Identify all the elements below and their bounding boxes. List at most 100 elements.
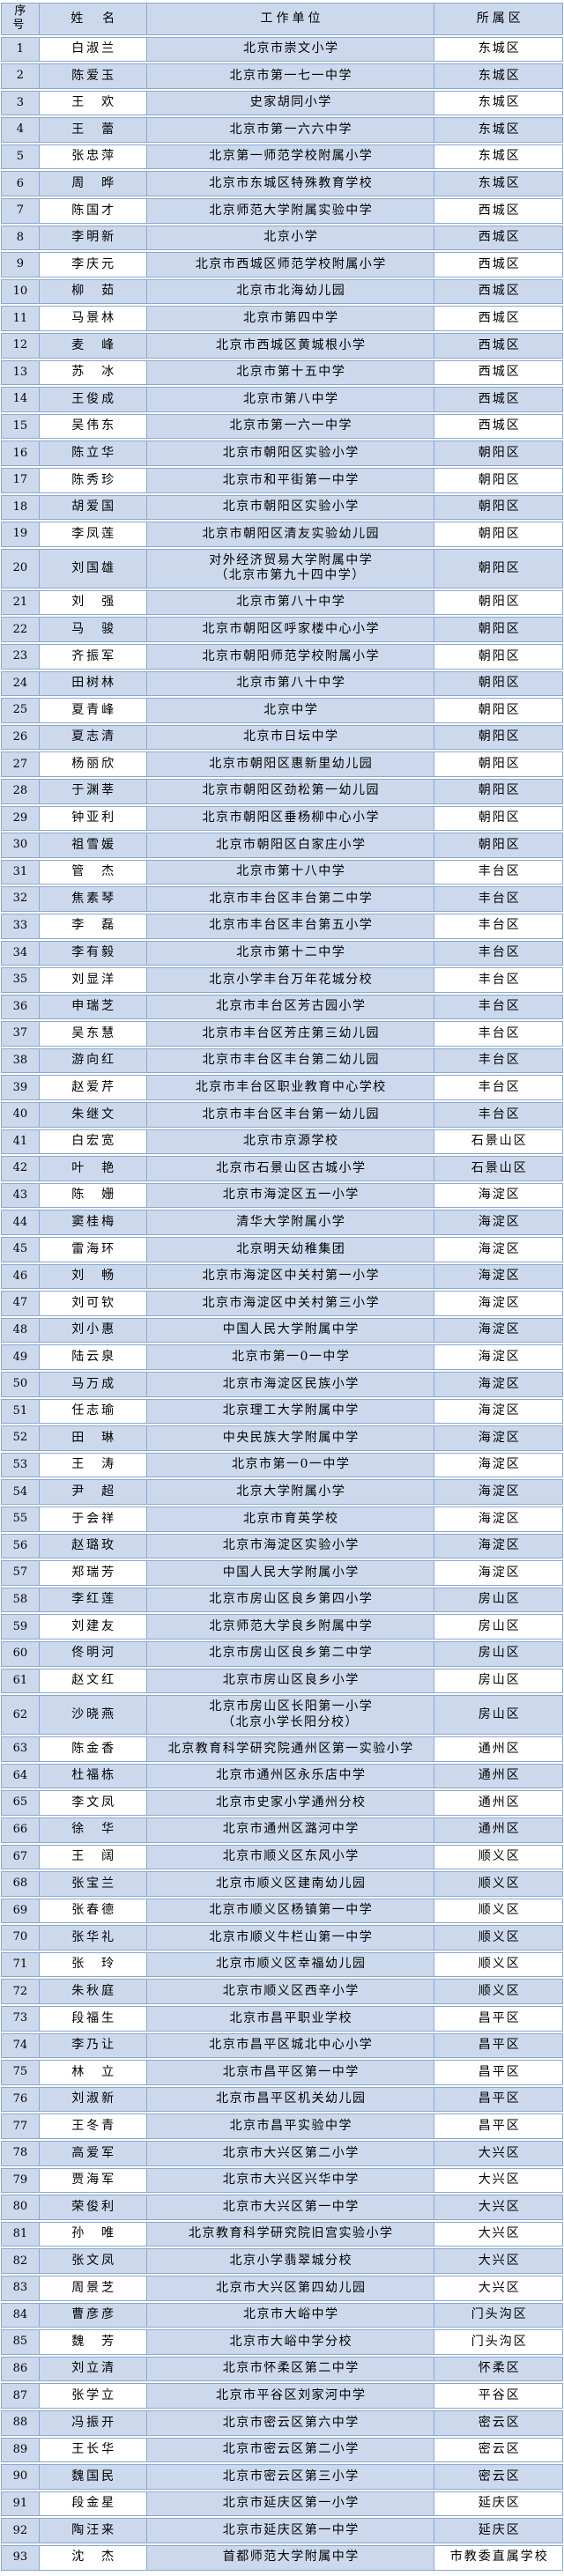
cell-district: 海淀区 (434, 1263, 563, 1290)
cell-index: 75 (1, 2060, 39, 2085)
cell-district: 朝阳区 (434, 643, 563, 670)
cell-name: 钟亚利 (38, 805, 146, 832)
cell-name: 祖雪媛 (38, 833, 146, 858)
table-row: 38 游向红 北京市丰台区丰台第二幼儿园 丰台区 (1, 1047, 563, 1074)
cell-name: 张 玲 (38, 1951, 146, 1978)
cell-district: 朝阳区 (434, 617, 563, 642)
cell-district: 丰台区 (434, 913, 563, 939)
cell-district: 密云区 (434, 2409, 563, 2436)
cell-name: 夏青峰 (38, 698, 146, 723)
cell-name: 李有毅 (38, 940, 146, 966)
cell-unit: 北京市育英学校 (145, 1506, 434, 1532)
table-row: 76 刘淑新 北京市昌平区机关幼儿园 昌平区 (1, 2086, 563, 2113)
cell-unit: 北京市顺义区西辛小学 (145, 1979, 434, 2005)
cell-index: 86 (1, 2356, 39, 2382)
cell-name: 徐 华 (38, 1817, 146, 1843)
cell-name: 申瑞芝 (38, 994, 146, 1020)
table-row: 63 陈金香 北京教育科学研究院通州区第一实验小学 通州区 (1, 1736, 563, 1762)
cell-district: 怀柔区 (434, 2356, 563, 2382)
table-row: 43 陈 姗北京市海淀区五一小学 海淀区 (1, 1182, 563, 1209)
cell-district: 海淀区 (434, 1398, 563, 1425)
cell-name: 赵爱芹 (38, 1075, 146, 1101)
table-row: 19 李凤莲 北京市朝阳区清友实验幼儿园 朝阳区 (1, 522, 563, 547)
cell-name: 尹 超 (38, 1479, 146, 1505)
cell-unit: 北京市第四中学 (145, 306, 434, 332)
cell-index: 53 (1, 1452, 39, 1478)
cell-district: 大兴区 (434, 2276, 563, 2301)
cell-unit: 北京市平谷区刘家河中学 (145, 2383, 434, 2409)
cell-district: 密云区 (434, 2437, 563, 2463)
cell-index: 27 (1, 751, 39, 777)
cell-name: 马万成 (38, 1372, 146, 1397)
cell-name: 李明新 (38, 225, 146, 251)
cell-district: 丰台区 (434, 1075, 563, 1101)
table-row: 50 马万成 北京市海淀区民族小学 海淀区 (1, 1372, 563, 1397)
cell-index: 81 (1, 2221, 39, 2247)
cell-unit: 北京市史家小学通州分校 (145, 1790, 434, 1816)
cell-district: 平谷区 (434, 2383, 563, 2409)
cell-unit: 北京小学 (145, 225, 434, 251)
table-row: 65 李文凤 北京市史家小学通州分校 通州区 (1, 1790, 563, 1816)
table-row: 77 王冬青 北京市昌平实验中学 昌平区 (1, 2113, 563, 2140)
table-row: 69 张春德 北京市顺义区杨镇第一中学 顺义区 (1, 1898, 563, 1924)
cell-name: 李 磊 (38, 913, 146, 939)
cell-unit: 北京市第十八中学 (145, 859, 434, 885)
cell-index: 88 (1, 2409, 39, 2436)
cell-index: 26 (1, 724, 39, 751)
cell-district: 门头沟区 (434, 2302, 563, 2328)
cell-name: 叶 艳 (38, 1156, 146, 1181)
cell-district: 房山区 (434, 1695, 563, 1736)
cell-name: 夏志清 (38, 724, 146, 751)
cell-unit: 北京市海淀区五一小学 (145, 1182, 434, 1209)
table-row: 2 陈爱玉 北京市第一七一中学 东城区 (1, 63, 563, 89)
cell-district: 丰台区 (434, 859, 563, 885)
cell-name: 张文凤 (38, 2248, 146, 2274)
cell-name: 刘淑新 (38, 2086, 146, 2113)
cell-unit: 首都师范大学附属中学 (145, 2544, 434, 2571)
cell-unit: 中国人民大学附属中学 (145, 1317, 434, 1344)
cell-index: 21 (1, 589, 39, 616)
cell-district: 石景山区 (434, 1156, 563, 1181)
table-row: 45 雷海环 北京明天幼稚集团 海淀区 (1, 1237, 563, 1262)
cell-district: 大兴区 (434, 2195, 563, 2220)
cell-district: 朝阳区 (434, 751, 563, 777)
table-row: 86 刘立清 北京市怀柔区第二中学 怀柔区 (1, 2356, 563, 2382)
cell-name: 曹彦彦 (38, 2302, 146, 2328)
cell-district: 丰台区 (434, 994, 563, 1020)
cell-index: 52 (1, 1425, 39, 1451)
table-row: 70 张华礼 北京市顺义牛栏山第一中学 顺义区 (1, 1925, 563, 1951)
table-row: 51 任志瑜 北京理工大学附属中学 海淀区 (1, 1398, 563, 1425)
cell-district: 丰台区 (434, 886, 563, 912)
cell-name: 任志瑜 (38, 1398, 146, 1425)
cell-district: 海淀区 (434, 1291, 563, 1316)
cell-district: 朝阳区 (434, 833, 563, 858)
table-row: 32 焦素琴 北京市丰台区丰台第二中学 丰台区 (1, 886, 563, 912)
cell-index: 65 (1, 1790, 39, 1816)
cell-unit: 北京明天幼稚集团 (145, 1237, 434, 1262)
cell-district: 朝阳区 (434, 698, 563, 723)
cell-district: 朝阳区 (434, 670, 563, 697)
table-row: 82 张文凤 北京小学翡翠城分校 大兴区 (1, 2248, 563, 2274)
cell-name: 吴东慧 (38, 1021, 146, 1047)
table-row: 64 杜福栋 北京市通州区永乐店中学 通州区 (1, 1763, 563, 1789)
cell-index: 85 (1, 2329, 39, 2355)
cell-district: 东城区 (434, 36, 563, 63)
table-row: 56 赵璐玫 北京市海淀区实验小学 海淀区 (1, 1533, 563, 1559)
cell-name: 刘 强 (38, 589, 146, 616)
cell-unit: 北京市海淀区中关村第三小学 (145, 1291, 434, 1316)
cell-index: 15 (1, 413, 39, 440)
cell-name: 杜福栋 (38, 1763, 146, 1789)
table-row: 75 林 立北京市昌平区第一中学 昌平区 (1, 2060, 563, 2085)
cell-district: 房山区 (434, 1614, 563, 1640)
cell-district: 顺义区 (434, 1979, 563, 2005)
cell-index: 57 (1, 1560, 39, 1586)
cell-index: 10 (1, 278, 39, 305)
table-row: 78 高爱军 北京市大兴区第二小学 大兴区 (1, 2141, 563, 2166)
cell-district: 延庆区 (434, 2491, 563, 2517)
cell-index: 25 (1, 698, 39, 723)
cell-name: 张学立 (38, 2383, 146, 2409)
cell-unit: 北京市房山区良乡小学 (145, 1668, 434, 1694)
cell-district: 朝阳区 (434, 468, 563, 493)
cell-name: 王 阔 (38, 1844, 146, 1870)
